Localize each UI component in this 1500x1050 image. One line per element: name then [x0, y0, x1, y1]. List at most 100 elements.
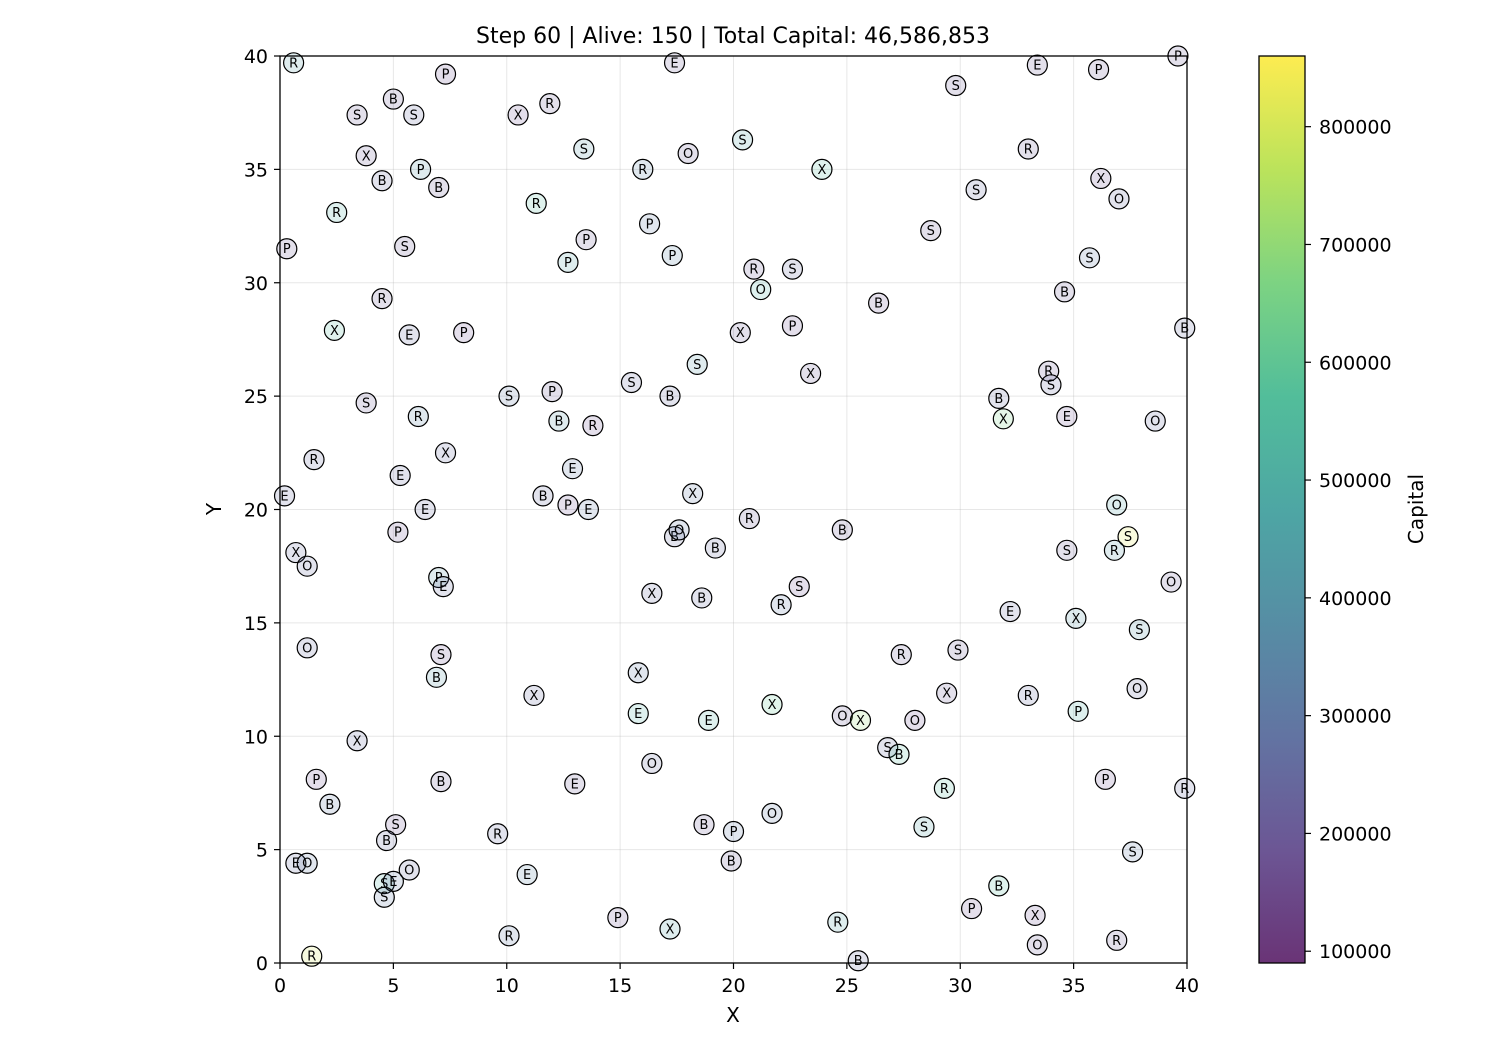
agent-marker: [573, 138, 595, 160]
colorbar: [1258, 55, 1306, 964]
agent-marker: [677, 142, 699, 165]
agent-label: P: [283, 242, 291, 257]
agent-point: E: [577, 498, 599, 521]
agent-label: X: [736, 326, 745, 341]
agent-marker: [389, 464, 411, 487]
agent-label: E: [421, 503, 429, 518]
agent-marker: [301, 945, 323, 967]
agent-label: R: [1044, 365, 1053, 380]
agent-marker: [541, 380, 563, 403]
agent-point: R: [890, 644, 912, 666]
y-axis-ticks: 0 5 10 15 20 25 30 35 40: [244, 46, 280, 975]
agent-label: S: [437, 648, 445, 663]
agent-point: S: [1056, 539, 1078, 561]
agent-point: X: [323, 319, 346, 341]
agent-point: X: [627, 662, 649, 684]
agent-point: R: [525, 192, 547, 214]
y-tick-label: 40: [244, 46, 268, 68]
agent-marker: [557, 251, 579, 273]
agent-marker: [663, 52, 686, 74]
agent-label: B: [874, 297, 883, 312]
agent-point: P: [387, 521, 409, 543]
agent-point: R: [498, 925, 520, 947]
agent-label: O: [404, 864, 414, 879]
agent-label: B: [838, 523, 847, 538]
agent-point: R: [1106, 929, 1128, 951]
agent-marker: [743, 258, 765, 280]
agent-marker: [960, 897, 983, 920]
agent-marker: [414, 498, 436, 521]
agent-point: E: [561, 458, 584, 480]
agent-label: B: [434, 181, 443, 196]
agent-marker: [319, 793, 341, 815]
agent-marker: [346, 104, 368, 126]
agent-point: O: [296, 637, 318, 659]
agent-point: P: [557, 494, 579, 516]
agent-marker: [283, 52, 305, 74]
agent-point: S: [877, 736, 899, 759]
agent-label: X: [688, 487, 697, 502]
agent-point: B: [868, 292, 890, 314]
agent-point: O: [641, 752, 663, 775]
agent-label: X: [362, 149, 371, 164]
agent-marker: [346, 730, 368, 752]
x-tick-label: 10: [495, 975, 519, 997]
agent-marker: [607, 907, 629, 929]
agent-point: B: [382, 88, 404, 110]
agent-label: E: [389, 875, 397, 890]
colorbar-label: Capital: [1404, 474, 1428, 544]
agent-point: O: [677, 142, 699, 165]
agent-label: O: [837, 709, 847, 724]
agent-point: X: [641, 582, 663, 604]
agent-marker: [1126, 678, 1148, 700]
agent-marker: [430, 770, 452, 793]
agent-point: B: [888, 743, 910, 765]
agent-label: O: [1150, 415, 1160, 430]
agent-label: E: [1006, 605, 1014, 620]
agent-point: X: [1065, 607, 1087, 629]
agent-marker: [539, 93, 561, 115]
agent-marker: [398, 859, 420, 881]
agent-point: E: [398, 324, 420, 346]
agent-marker: [276, 238, 298, 260]
agent-marker: [525, 192, 547, 214]
agent-marker: [398, 324, 420, 346]
agent-marker: [849, 709, 872, 731]
agent-label: O: [302, 641, 312, 656]
agent-marker: [371, 170, 393, 192]
agent-marker: [1078, 247, 1101, 269]
agent-label: X: [942, 687, 951, 702]
agent-point: B: [1053, 281, 1076, 303]
agent-point: E: [432, 575, 454, 598]
agent-label: S: [580, 142, 588, 157]
agent-point: X: [799, 362, 822, 385]
agent-marker: [296, 555, 318, 577]
agent-label: P: [548, 385, 556, 400]
agent-marker: [781, 315, 804, 337]
agent-label: R: [493, 827, 502, 842]
agent-marker: [831, 705, 853, 727]
agent-marker: [933, 777, 955, 800]
agent-label: R: [414, 410, 423, 425]
agent-marker: [999, 600, 1021, 623]
agent-point: E: [1026, 54, 1048, 76]
chart-title: Step 60 | Alive: 150 | Total Capital: 46…: [476, 24, 990, 49]
y-axis-label: Y: [202, 502, 226, 516]
agent-marker: [1094, 768, 1116, 790]
agent-point: E: [697, 709, 720, 731]
agent-point: S: [573, 138, 595, 160]
agent-label: S: [952, 79, 960, 94]
agent-marker: [691, 587, 713, 609]
colorbar-tick-label: 500000: [1319, 470, 1392, 492]
agent-point: B: [691, 587, 713, 609]
agent-label: X: [768, 698, 777, 713]
agent-marker: [355, 392, 377, 414]
agent-point: B: [375, 829, 398, 852]
agent-point: O: [1160, 571, 1182, 593]
agent-point: P: [305, 768, 327, 790]
agent-point: X: [849, 709, 872, 731]
agent-marker: [1128, 619, 1150, 641]
agent-marker: [890, 644, 912, 666]
agent-label: R: [940, 782, 949, 797]
